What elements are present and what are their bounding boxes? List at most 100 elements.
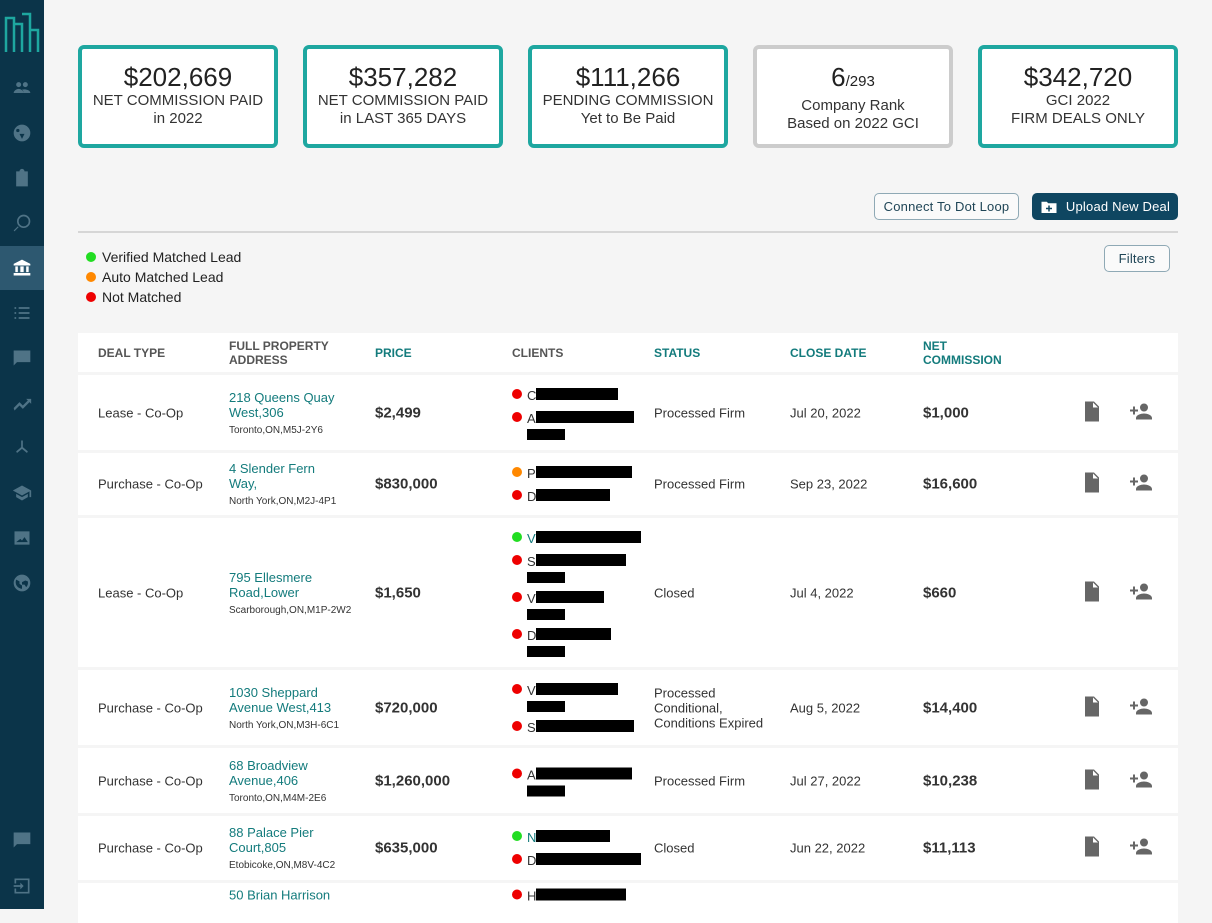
client-item[interactable]: C xyxy=(512,386,634,403)
client-item[interactable]: H xyxy=(512,887,627,904)
view-document-button[interactable] xyxy=(1080,767,1104,794)
redacted-name xyxy=(527,785,565,796)
client-initial: H xyxy=(527,888,537,904)
client-item[interactable]: D xyxy=(512,487,632,504)
price: $1,260,000 xyxy=(375,772,451,789)
sidebar-item-users[interactable] xyxy=(0,66,44,110)
address-link[interactable]: 88 Palace Pier Court,805 xyxy=(229,825,314,855)
table-row[interactable]: Purchase - Co-Op 4 Slender Fern Way, Nort… xyxy=(78,453,1178,515)
client-item[interactable]: A xyxy=(512,409,634,440)
view-document-button[interactable] xyxy=(1080,471,1104,498)
sidebar-item-logout[interactable] xyxy=(0,864,44,908)
client-item[interactable]: V xyxy=(512,529,641,546)
assign-client-button[interactable] xyxy=(1129,694,1153,721)
client-item[interactable]: S xyxy=(512,552,641,583)
net-commission: $11,113 xyxy=(923,839,976,857)
table-row[interactable]: Lease - Co-Op 218 Queens Quay West,306 To… xyxy=(78,375,1178,450)
table-row[interactable]: 50 Brian Harrison H xyxy=(78,883,1178,923)
stat-label: PENDING COMMISSION xyxy=(542,92,714,109)
address-link[interactable]: 218 Queens Quay West,306 xyxy=(229,389,335,420)
price: $1,650 xyxy=(375,584,421,601)
match-status-dot-icon xyxy=(512,591,522,602)
assign-client-button[interactable] xyxy=(1129,579,1153,606)
column-header: DEAL TYPE xyxy=(98,345,166,360)
sidebar-item-chat[interactable] xyxy=(0,336,44,380)
deal-status: Closed xyxy=(654,840,695,856)
address-link[interactable]: 795 Ellesmere Road,Lower xyxy=(229,569,313,600)
column-header[interactable]: CLOSE DATE xyxy=(790,345,867,360)
client-item[interactable]: D xyxy=(512,851,642,868)
client-item[interactable]: N xyxy=(512,828,641,845)
client-item[interactable]: V xyxy=(512,681,634,712)
match-status-dot-icon xyxy=(512,683,522,694)
address-link[interactable]: 1030 Sheppard Avenue West,413 xyxy=(229,684,332,715)
address-link[interactable]: 68 Broadview Avenue,406 xyxy=(229,757,308,788)
sidebar-item-clipboard[interactable] xyxy=(0,156,44,200)
person-add-icon xyxy=(1130,403,1152,419)
assign-client-button[interactable] xyxy=(1129,471,1153,498)
price: $720,000 xyxy=(375,699,438,716)
dashboard-icon xyxy=(13,124,31,142)
client-initial: S xyxy=(527,719,536,735)
address-link[interactable]: 4 Slender Fern Way, xyxy=(229,461,315,491)
sidebar-item-network[interactable] xyxy=(0,426,44,470)
legend-item: Auto Matched Lead xyxy=(86,267,241,287)
filters-button[interactable]: Filters xyxy=(1104,245,1170,272)
address-city: Etobicoke,ON,M8V-4C2 xyxy=(229,860,336,871)
assign-client-button[interactable] xyxy=(1129,399,1153,426)
sidebar-item-list[interactable] xyxy=(0,291,44,335)
upload-new-deal-button[interactable]: Upload New Deal xyxy=(1032,193,1178,220)
sidebar-item-trending[interactable] xyxy=(0,381,44,425)
sidebar-item-bank[interactable] xyxy=(0,246,44,290)
address-city: Scarborough,ON,M1P-2W2 xyxy=(229,604,352,616)
client-initial: D xyxy=(527,489,537,504)
redacted-name xyxy=(536,888,627,901)
address-link[interactable]: 50 Brian Harrison xyxy=(229,887,331,903)
assign-client-button[interactable] xyxy=(1129,767,1153,794)
column-header[interactable]: PRICE xyxy=(375,345,412,360)
client-item[interactable]: V xyxy=(512,589,641,620)
stat-label: GCI 2022 xyxy=(1045,92,1111,109)
client-item[interactable]: A xyxy=(512,765,632,796)
person-add-icon xyxy=(1130,698,1152,714)
table-row[interactable]: Purchase - Co-Op 88 Palace Pier Court,80… xyxy=(78,816,1178,880)
client-initial: A xyxy=(527,767,536,782)
divider xyxy=(78,231,1178,233)
view-document-button[interactable] xyxy=(1080,579,1104,606)
column-header[interactable]: NET COMMISSION xyxy=(923,338,1002,367)
stat-card: $357,282 NET COMMISSION PAID in LAST 365… xyxy=(303,45,503,148)
sidebar-item-feedback[interactable] xyxy=(0,818,44,862)
table-row[interactable]: Lease - Co-Op 795 Ellesmere Road,Lower Sc… xyxy=(78,518,1178,667)
stat-value: 6/293 xyxy=(831,62,875,92)
sidebar-item-dashboard[interactable] xyxy=(0,111,44,155)
deal-status: Processed Firm xyxy=(654,773,746,788)
match-status-dot-icon xyxy=(512,554,522,565)
connect-dotloop-button[interactable]: Connect To Dot Loop xyxy=(874,193,1019,220)
sidebar-item-image[interactable] xyxy=(0,516,44,560)
view-document-button[interactable] xyxy=(1080,399,1104,426)
table-row[interactable]: Purchase - Co-Op 68 Broadview Avenue,406… xyxy=(78,748,1178,813)
stat-value: $342,720 xyxy=(1023,62,1133,92)
column-header[interactable]: STATUS xyxy=(654,345,701,360)
client-item[interactable]: P xyxy=(512,464,632,481)
sidebar-item-globe[interactable] xyxy=(0,561,44,605)
client-item[interactable]: S xyxy=(512,718,634,735)
client-item[interactable]: D xyxy=(512,626,641,657)
sidebar-item-school[interactable] xyxy=(0,471,44,515)
redacted-name xyxy=(527,700,565,712)
property-address: 795 Ellesmere Road,Lower Scarborough,ON,M… xyxy=(229,570,351,616)
table-row[interactable]: Purchase - Co-Op 1030 Sheppard Avenue We… xyxy=(78,670,1178,745)
match-status-dot-icon xyxy=(512,531,522,542)
upload-label: Upload New Deal xyxy=(1065,199,1171,214)
match-status-dot-icon xyxy=(512,720,522,731)
view-document-button[interactable] xyxy=(1080,694,1104,721)
stat-card: 6/293 Company Rank Based on 2022 GCI xyxy=(753,45,953,148)
sidebar-item-search-dollar[interactable] xyxy=(0,201,44,245)
view-document-button[interactable] xyxy=(1080,835,1104,862)
net-commission: $1,000 xyxy=(923,404,969,421)
address-city: North York,ON,M2J-4P1 xyxy=(229,496,337,507)
assign-client-button[interactable] xyxy=(1129,835,1153,862)
property-address: 4 Slender Fern Way, North York,ON,M2J-4P1 xyxy=(229,461,339,507)
